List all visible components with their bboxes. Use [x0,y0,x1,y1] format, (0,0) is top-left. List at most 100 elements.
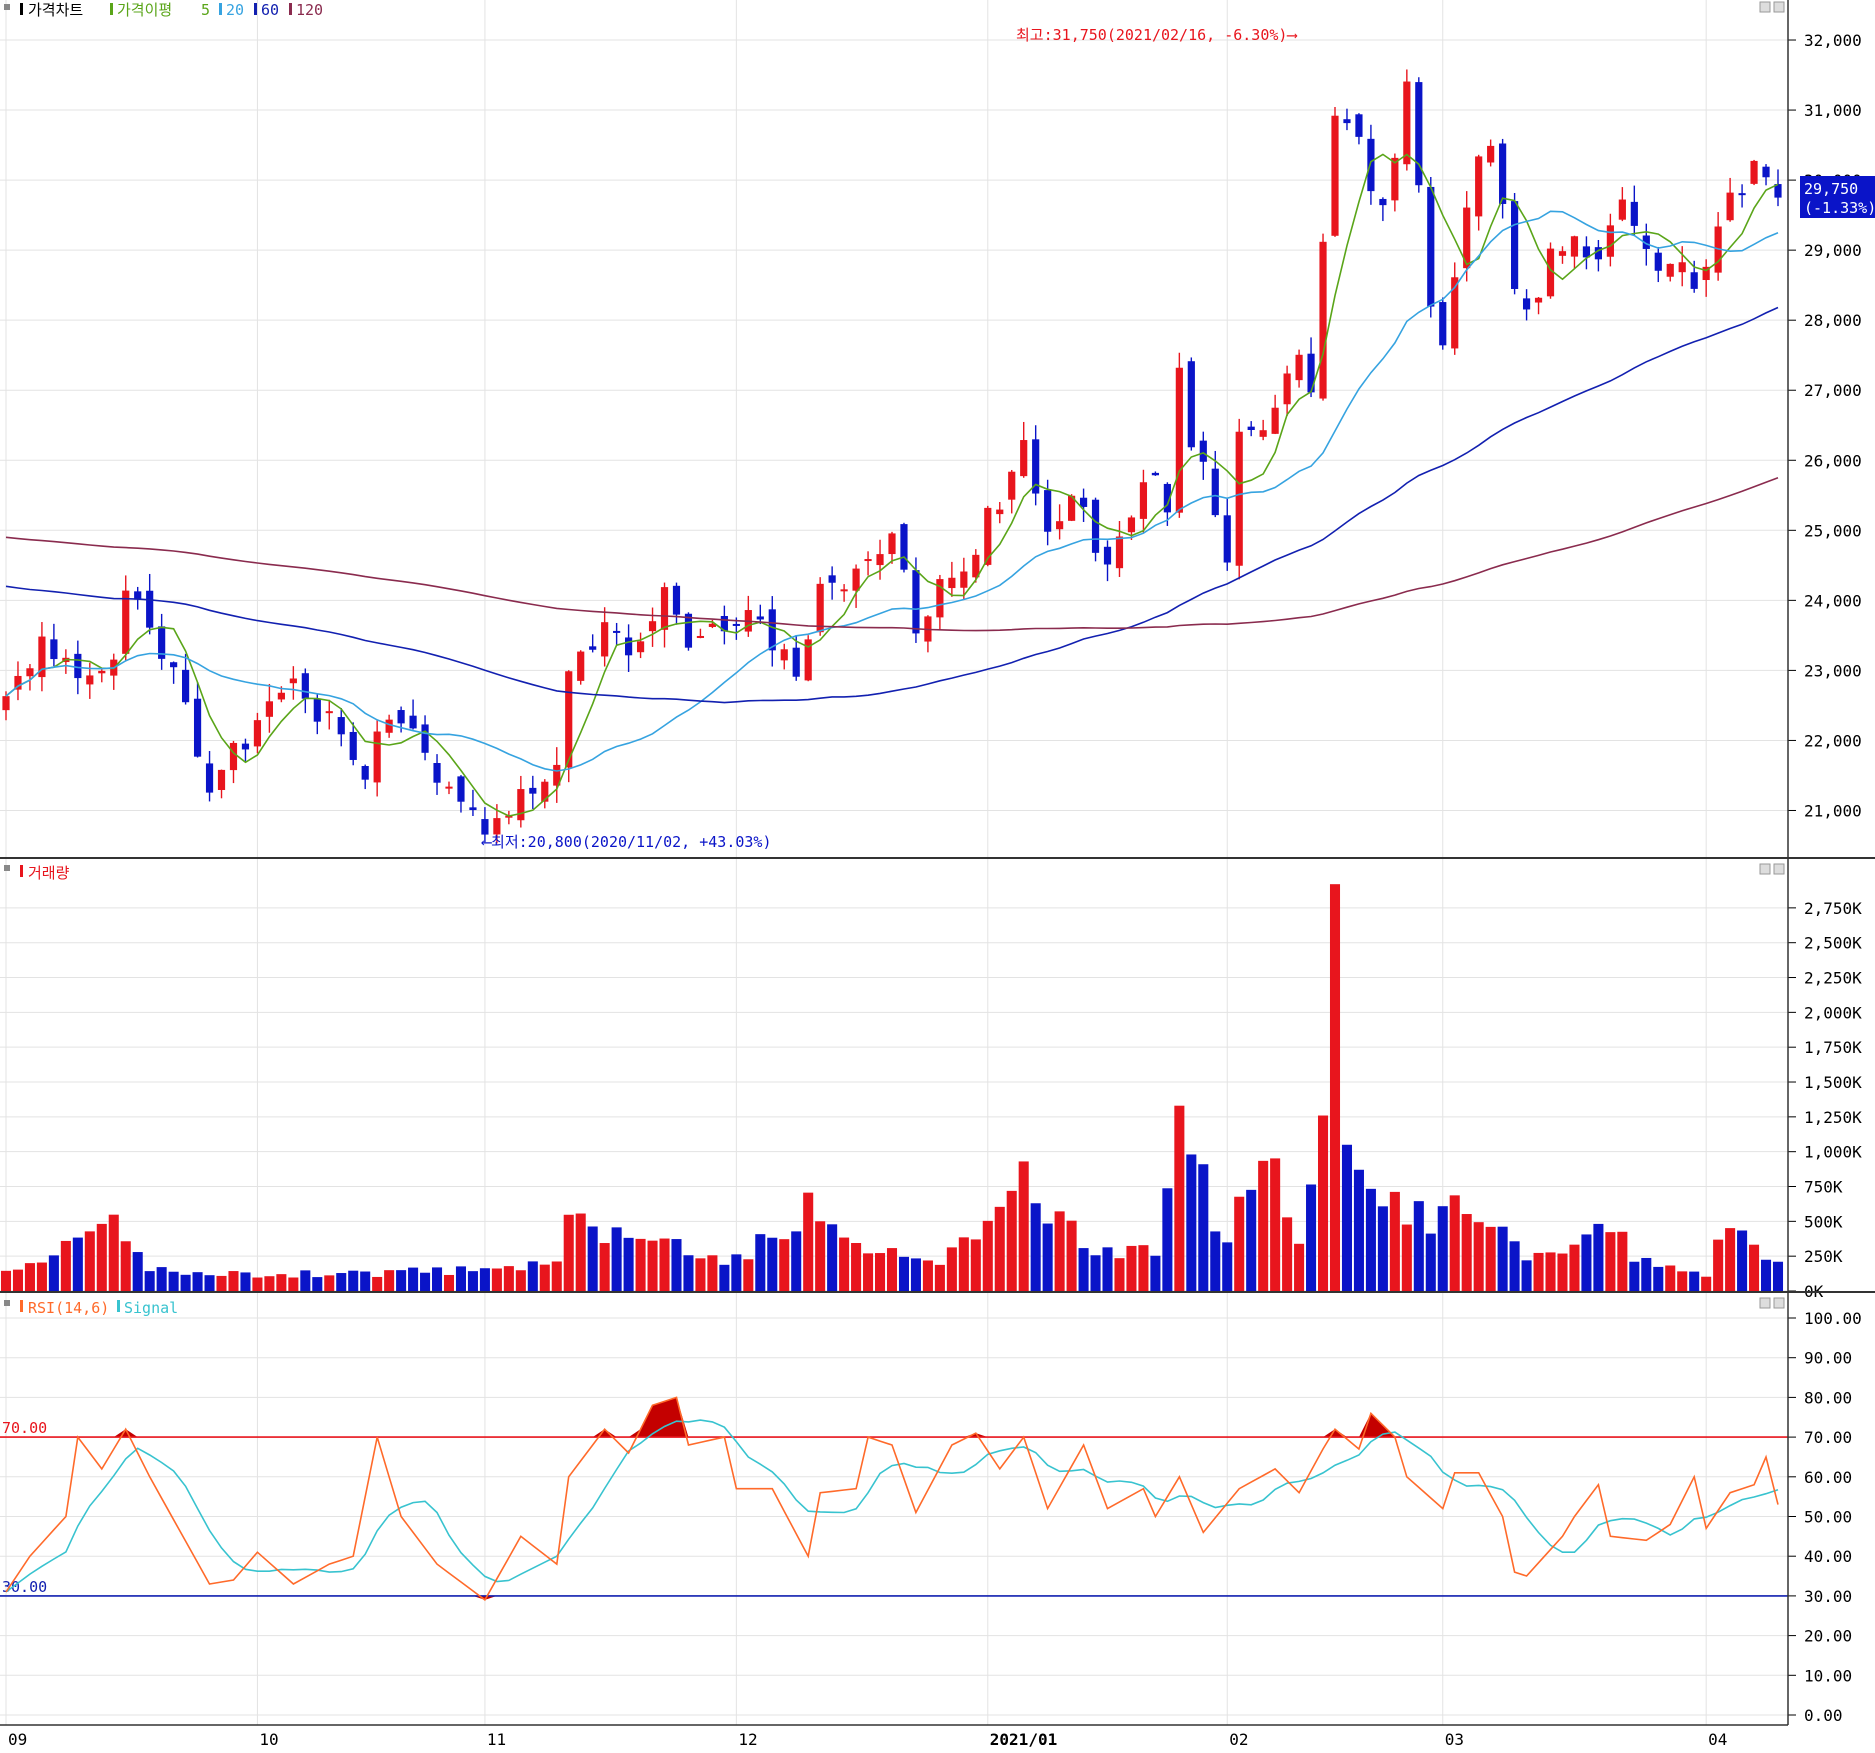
candle-body[interactable] [1091,499,1100,553]
volume-bar[interactable] [779,1239,790,1291]
candle-body[interactable] [1570,236,1579,257]
candle-body[interactable] [601,622,609,657]
volume-bar[interactable] [240,1272,251,1291]
volume-bar[interactable] [84,1231,95,1291]
volume-bar[interactable] [156,1267,167,1291]
candle-body[interactable] [1558,251,1567,256]
volume-bar[interactable] [719,1264,730,1291]
candle-body[interactable] [373,731,381,783]
volume-bar[interactable] [1449,1195,1460,1291]
candle-body[interactable] [134,591,142,600]
volume-bar[interactable] [1054,1211,1065,1291]
candle-body[interactable] [529,787,537,794]
candle-body[interactable] [265,701,273,717]
candle-body[interactable] [1499,143,1507,204]
candle-body[interactable] [804,639,812,681]
volume-bar[interactable] [1066,1220,1077,1291]
candle-body[interactable] [972,554,980,578]
volume-bar[interactable] [96,1223,107,1291]
candle-body[interactable] [361,766,369,780]
volume-bar[interactable] [743,1259,754,1291]
volume-bar[interactable] [851,1243,862,1291]
minimize-icon[interactable] [1759,863,1771,875]
volume-bar[interactable] [815,1221,826,1291]
candle-body[interactable] [469,807,477,811]
volume-bar[interactable] [587,1226,598,1291]
volume-bar[interactable] [922,1260,933,1291]
volume-bar[interactable] [1677,1271,1688,1291]
candle-body[interactable] [313,698,321,722]
volume-bar[interactable] [108,1214,119,1291]
volume-bar[interactable] [1246,1189,1257,1291]
candle-body[interactable] [397,710,405,724]
volume-bar[interactable] [1377,1206,1388,1291]
candle-body[interactable] [205,763,214,793]
candle-body[interactable] [1522,298,1531,310]
candle-body[interactable] [1427,186,1435,307]
candle-body[interactable] [1355,114,1363,137]
volume-bar[interactable] [1162,1188,1173,1291]
volume-bar[interactable] [491,1268,502,1291]
volume-bar[interactable] [1317,1115,1329,1291]
candle-body[interactable] [888,533,896,555]
candle-body[interactable] [613,630,621,633]
candle-body[interactable] [1666,263,1674,277]
candle-body[interactable] [1343,119,1351,124]
candle-body[interactable] [912,570,920,634]
rsi-panel-controls[interactable] [1759,1297,1785,1309]
volume-bar[interactable] [1533,1252,1544,1291]
candle-body[interactable] [1103,546,1112,565]
volume-bar[interactable] [551,1261,562,1291]
candle-body[interactable] [349,731,357,760]
candle-body[interactable] [517,789,525,821]
volume-bar[interactable] [1222,1242,1233,1291]
volume-bar[interactable] [1701,1276,1712,1291]
panel-menu-icon[interactable] [4,865,10,871]
volume-bar[interactable] [1425,1233,1436,1291]
volume-bar[interactable] [1210,1231,1221,1291]
volume-bar[interactable] [898,1256,910,1291]
price-panel-controls[interactable] [1759,1,1785,13]
candle-body[interactable] [876,554,884,566]
candle-body[interactable] [50,639,58,660]
candle-body[interactable] [182,669,190,703]
candle-body[interactable] [625,637,633,656]
volume-bar[interactable] [1270,1158,1281,1291]
candle-body[interactable] [385,719,393,733]
volume-bar[interactable] [1760,1259,1772,1291]
candle-body[interactable] [1127,517,1136,533]
volume-bar[interactable] [539,1264,550,1291]
price-panel[interactable] [2,69,1782,844]
volume-bar[interactable] [886,1248,898,1291]
volume-bar[interactable] [1102,1247,1113,1291]
candle-body[interactable] [756,616,764,620]
volume-bar[interactable] [1605,1232,1616,1291]
candle-body[interactable] [1630,201,1638,226]
volume-bar[interactable] [1593,1223,1604,1291]
volume-bar[interactable] [994,1206,1005,1291]
volume-bar[interactable] [683,1255,694,1291]
volume-bar[interactable] [48,1255,59,1291]
candle-body[interactable] [1056,521,1064,530]
volume-bar[interactable] [264,1276,275,1291]
volume-bar[interactable] [1294,1243,1305,1291]
volume-bar[interactable] [982,1220,993,1291]
candle-body[interactable] [2,696,10,711]
volume-bar[interactable] [659,1238,670,1291]
candle-body[interactable] [1247,426,1255,430]
candle-body[interactable] [768,609,776,651]
volume-bar[interactable] [910,1258,921,1291]
volume-bar[interactable] [1737,1230,1748,1291]
volume-bar[interactable] [874,1253,886,1291]
candle-body[interactable] [1175,367,1183,513]
candle-body[interactable] [948,577,956,589]
candle-body[interactable] [1594,247,1602,260]
volume-bar[interactable] [515,1270,526,1291]
volume-bar[interactable] [479,1268,490,1291]
volume-bar[interactable] [216,1275,227,1291]
candle-body[interactable] [1463,207,1471,269]
candle-body[interactable] [660,587,669,630]
volume-bar[interactable] [1497,1226,1508,1291]
volume-bar[interactable] [1557,1253,1568,1291]
candle-body[interactable] [1774,184,1782,198]
